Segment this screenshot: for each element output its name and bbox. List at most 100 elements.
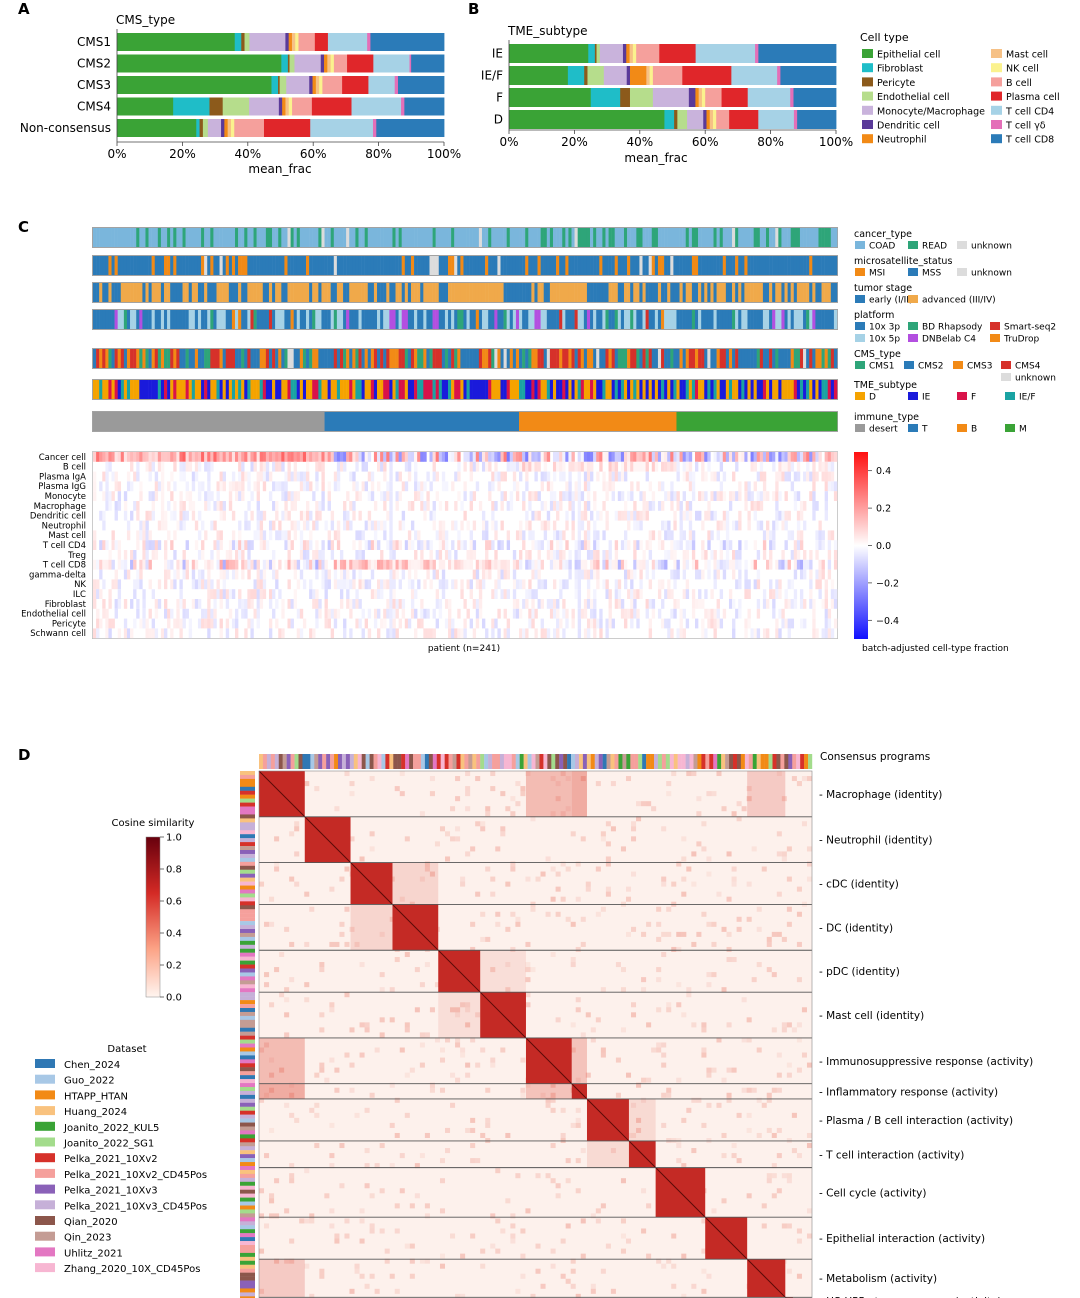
similarity-cell [289,831,295,837]
heatmap-cell [772,599,776,609]
heatmap-cell [438,608,443,619]
heatmap-cell [302,452,307,462]
heatmap-cell [593,608,597,619]
heatmap-cell [617,491,622,501]
heatmap-cell [284,530,288,541]
heatmap-cell [93,579,97,590]
heatmap-cell [661,501,665,511]
track-cell [444,310,449,329]
similarity-cell [319,1268,325,1274]
track-cell [262,380,267,399]
heatmap-cell [818,520,822,531]
similarity-cell [806,861,812,867]
panel-b-bar-endothelial-cell [587,66,605,85]
track-cell [414,380,418,399]
heatmap-cell [549,608,554,619]
panel-a-bar-pericyte [241,33,245,51]
track-cell [670,283,674,302]
heatmap-cell [537,461,541,472]
heatmap-cell [330,452,335,462]
heatmap-cell [556,599,560,609]
heatmap-cell [676,599,680,609]
track-cell [191,380,196,399]
track-cell [590,310,594,329]
similarity-cell [475,1012,481,1018]
track-cell [105,349,109,368]
heatmap-cell [438,599,443,609]
panel-b-bar-neutrophil [695,88,700,107]
heatmap-cell [247,540,251,550]
heatmap-cell [429,481,433,492]
track-cell [698,310,702,329]
track-cell [818,349,822,368]
similarity-cell [274,866,280,872]
heatmap-cell [803,452,807,462]
track-cell [444,380,449,399]
track-cell [241,380,245,399]
track-cell [346,256,350,275]
track-cell [605,310,609,329]
similarity-cell [656,977,662,983]
heatmap-cell [673,461,677,472]
track-cell [160,349,165,368]
heatmap-cell [815,452,819,462]
track-cell [818,283,822,302]
track-cell [769,349,773,368]
track-cell [466,310,470,329]
heatmap-cell [93,559,97,570]
similarity-cell [424,866,430,872]
track-cell [586,283,591,302]
similarity-cell [676,1002,682,1008]
track-cell [268,256,273,275]
heatmap-cell [117,550,122,560]
heatmap-cell [423,559,427,570]
track-cell [235,283,239,302]
heatmap-cell [358,550,362,560]
heatmap-cell [809,550,813,560]
similarity-cell [575,1107,581,1113]
track-cell [620,380,625,399]
track-cell [191,228,196,247]
track-cell [762,310,767,329]
heatmap-cell [160,501,165,511]
track-cell [423,256,427,275]
heatmap-cell [667,589,671,599]
heatmap-cell [275,481,279,492]
track-cell [537,310,541,329]
track-cell [151,256,155,275]
heatmap-cell [417,530,421,541]
heatmap-cell [500,559,504,570]
similarity-cell [269,1072,275,1078]
heatmap-cell [556,618,560,629]
heatmap-cell [309,530,313,541]
panel-a-bar-endothelial-cell [244,33,250,51]
heatmap-cell [235,559,239,570]
heatmap-cell [522,501,526,511]
panel-d-cosine-similarity-heatmap: Cosine similarity 1.00.80.60.40.20.0 Dat… [35,751,1033,1298]
heatmap-cell [454,471,458,482]
track-cell [543,283,548,302]
heatmap-cell [509,491,514,501]
similarity-cell [726,1022,732,1028]
heatmap-cell [466,608,470,619]
track-cell [661,283,665,302]
heatmap-cell [679,510,683,521]
heatmap-cell [265,452,270,462]
heatmap-cell [235,452,239,462]
similarity-cell [510,1238,516,1244]
heatmap-cell [265,461,270,472]
track-cell [506,228,511,247]
track-cell [531,310,535,329]
track-legend-label: BD Rhapsody [922,323,983,333]
similarity-cell [505,1198,511,1204]
heatmap-cell [725,559,730,570]
heatmap-cell [546,550,551,560]
similarity-cell [319,1273,325,1279]
heatmap-cell [673,540,677,550]
similarity-cell [369,1193,375,1199]
heatmap-cell [568,550,572,560]
similarity-cell [314,1112,320,1118]
heatmap-cell [824,510,828,521]
track-cell [210,380,214,399]
heatmap-cell [392,579,396,590]
